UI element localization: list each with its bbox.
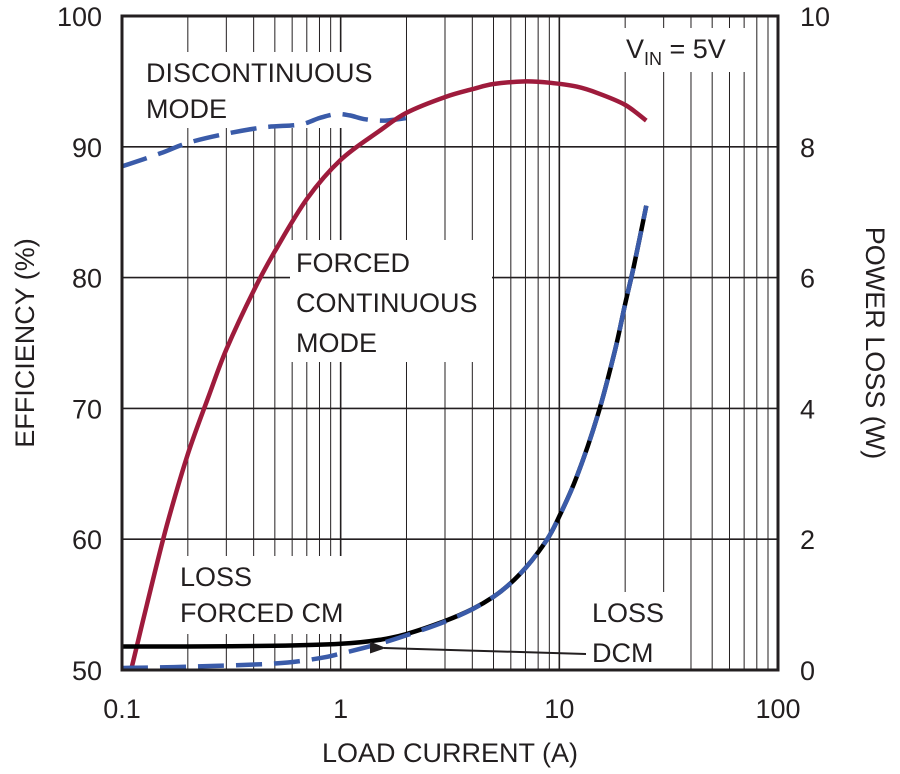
y-tick-label: 60 [72,525,102,555]
loss-fcm-label-line1: LOSS [180,562,252,592]
dcm-label-line2: MODE [146,94,227,124]
efficiency-fcm-line [128,79,648,671]
y2-axis-title: POWER LOSS (W) [860,227,890,460]
series-group [121,79,649,671]
fcm-label-line1: FORCED [296,248,410,278]
loss-dcm-label-bg [586,592,672,670]
fcm-label-line2: CONTINUOUS [296,288,478,318]
y-tick-label: 70 [72,394,102,424]
y-tick-label: 50 [72,656,102,686]
loss-fcm-label-bg [174,556,366,634]
fcm-label-line3: MODE [296,328,377,358]
efficiency-dcm-line [121,111,407,169]
y2-tick-label: 8 [800,133,815,163]
loss-dcm-label-line1: LOSS [592,598,664,628]
vin-value: = 5V [662,34,726,64]
dcm-label-line1: DISCONTINUOUS [146,58,373,88]
loss-dcm-label-line2: DCM [592,638,654,668]
y2-tick-label: 0 [800,656,815,686]
vin-label: VIN = 5V [626,34,726,69]
x-tick-label: 10 [544,694,574,724]
fcm-label-bg [290,240,492,362]
y2-tick-label: 6 [800,264,815,294]
x-tick-label: 1 [333,694,348,724]
y-tick-label: 100 [57,2,102,32]
y2-tick-label: 4 [800,394,815,424]
vin-label-bg [620,28,748,72]
loss-dcm-arrow [369,641,587,655]
y2-tick-label: 10 [800,2,830,32]
x-axis-title: LOAD CURRENT (A) [322,738,578,768]
y-tick-label: 90 [72,133,102,163]
x-tick-label: 100 [755,694,800,724]
loss-dcm-line [121,205,649,671]
x-tick-label: 0.1 [103,694,141,724]
loss-fcm-label-line2: FORCED CM [180,598,344,628]
plot-frame [120,14,780,672]
y-tick-label: 80 [72,264,102,294]
y-axis-title: EFFICIENCY (%) [10,238,40,448]
vin-subscript: IN [644,49,662,69]
y2-tick-label: 2 [800,525,815,555]
vin-main: V [626,34,644,64]
